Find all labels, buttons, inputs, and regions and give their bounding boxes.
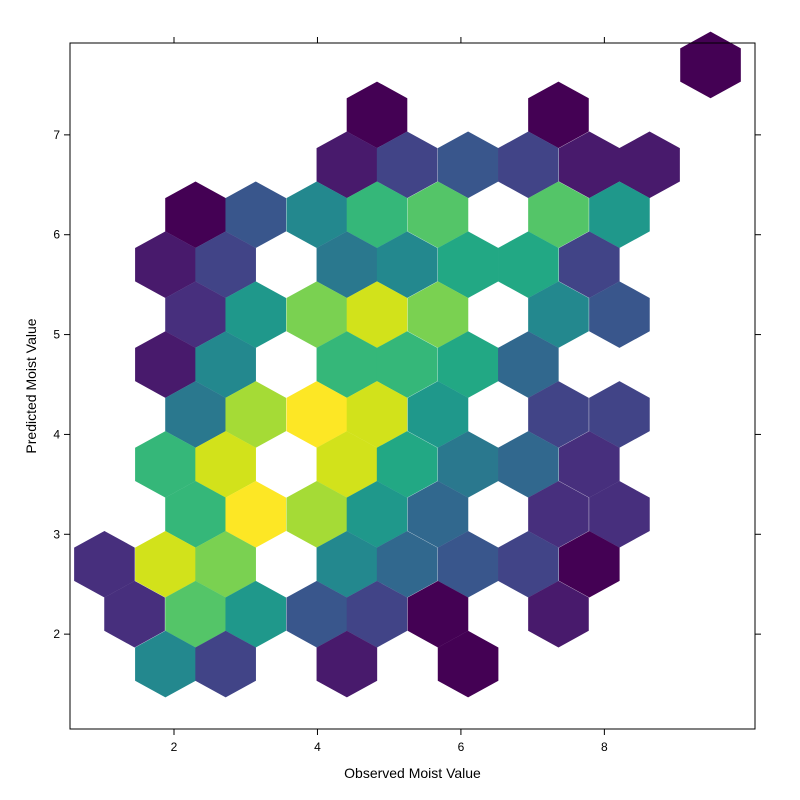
hex-cell [346, 381, 408, 448]
hex-cell [316, 431, 378, 498]
hex-cell [437, 131, 499, 199]
hex-cell [316, 530, 378, 598]
hex-cell [74, 530, 135, 598]
hex-cell [498, 231, 559, 298]
hex-cell [225, 381, 287, 448]
hex-cell [165, 381, 226, 448]
hex-cell [135, 231, 196, 298]
hex-cell [346, 81, 408, 149]
hexbin-cells [74, 31, 741, 698]
x-axis-title: Observed Moist Value [344, 765, 481, 781]
hex-cell [316, 231, 378, 298]
hex-cell [165, 281, 226, 348]
hex-cell [589, 181, 650, 249]
hex-cell [528, 381, 589, 448]
hex-cell [437, 630, 499, 698]
hex-cell [559, 131, 620, 199]
hex-cell [498, 331, 559, 398]
hex-cell [225, 281, 287, 348]
y-tick-label: 3 [53, 527, 60, 541]
hex-cell [498, 131, 559, 199]
y-tick-label: 2 [53, 627, 60, 641]
hex-cell [528, 281, 589, 348]
plot-frame [69, 42, 756, 730]
hex-cell [346, 281, 408, 348]
hex-cell [316, 131, 378, 199]
hex-cell [498, 530, 559, 598]
hex-cell [195, 431, 256, 498]
hex-cell [346, 481, 408, 548]
hex-cell [316, 331, 378, 398]
hex-cell [316, 630, 378, 698]
hex-cell [528, 81, 589, 149]
hex-cell [286, 481, 348, 548]
hex-cell [589, 481, 650, 548]
hex-cell [104, 580, 165, 648]
hex-cell [135, 331, 196, 398]
hex-cell [559, 530, 620, 598]
x-tick-label: 4 [314, 740, 321, 754]
hex-cell [619, 131, 680, 199]
x-tick-label: 2 [171, 740, 178, 754]
hex-cell [135, 530, 196, 598]
hex-cell [135, 431, 196, 498]
hex-cell [165, 481, 226, 548]
y-tick-label: 7 [53, 128, 60, 142]
hex-cell [680, 31, 741, 99]
hex-cell [407, 281, 469, 348]
hex-cell [407, 181, 469, 249]
hex-cell [589, 281, 650, 348]
plot-border [69, 42, 756, 730]
hex-cell [195, 231, 256, 298]
hex-cell [407, 481, 469, 548]
hex-cell [589, 381, 650, 448]
hex-cell [135, 630, 196, 698]
hex-cell [559, 231, 620, 298]
hex-cell [498, 431, 559, 498]
y-axis-title: Predicted Moist Value [23, 318, 39, 453]
hex-cell [195, 530, 256, 598]
x-tick-label: 8 [601, 740, 608, 754]
hex-cell [286, 281, 348, 348]
hex-cell [346, 181, 408, 249]
hex-cell [165, 580, 226, 648]
y-tick-label: 5 [53, 328, 60, 342]
hex-cell [376, 431, 438, 498]
hex-cell [528, 580, 589, 648]
hex-cell [407, 381, 469, 448]
hex-cell [376, 331, 438, 398]
hex-cell [286, 181, 348, 249]
y-tick-label: 6 [53, 228, 60, 242]
hex-cell [346, 580, 408, 648]
hex-cell [225, 181, 287, 249]
hex-cell [407, 580, 469, 648]
x-tick-label: 6 [458, 740, 465, 754]
hex-cell [437, 331, 499, 398]
hex-cell [225, 580, 287, 648]
hex-cell [437, 231, 499, 298]
hex-cell [559, 431, 620, 498]
hex-cell [286, 381, 348, 448]
hex-cell [165, 181, 226, 249]
hex-cell [225, 481, 287, 548]
axis-ticks: 2 4 6 8 2 3 4 5 6 7 [53, 37, 761, 754]
hex-cell [376, 530, 438, 598]
hex-cell [437, 431, 499, 498]
hex-cell [286, 580, 348, 648]
hex-cell [528, 481, 589, 548]
hex-cell [195, 630, 256, 698]
hex-cell [376, 131, 438, 199]
hex-cell [437, 530, 499, 598]
hex-cell [195, 331, 256, 398]
hex-cell [528, 181, 589, 249]
y-tick-label: 4 [53, 427, 60, 441]
hex-cell [376, 231, 438, 298]
